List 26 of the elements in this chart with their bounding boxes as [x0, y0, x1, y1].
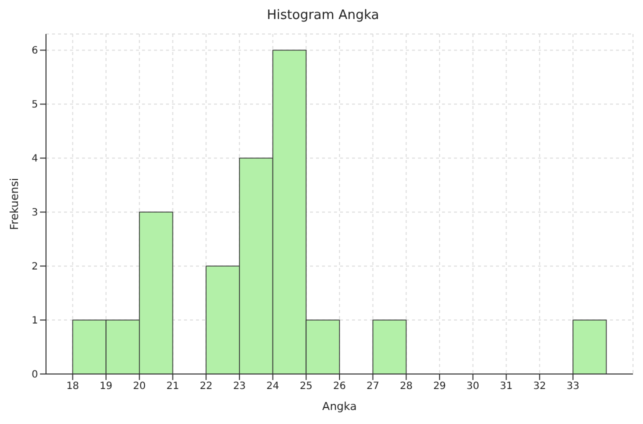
y-tick-label: 4 [32, 154, 38, 165]
y-tick-label: 0 [32, 370, 38, 381]
y-tick-label: 2 [32, 262, 38, 273]
y-axis-title: Frekuensi [8, 178, 21, 230]
x-tick-label: 24 [266, 381, 280, 392]
y-tick-label: 6 [32, 46, 38, 57]
x-tick-label: 19 [100, 381, 112, 392]
y-tick-label: 3 [32, 208, 38, 219]
x-tick-label: 25 [300, 381, 313, 392]
x-tick-label: 33 [566, 381, 580, 392]
y-tick-label: 5 [32, 100, 38, 111]
x-tick-label: 26 [333, 381, 346, 392]
x-tick-label: 28 [400, 381, 413, 392]
x-tick-label: 27 [366, 381, 380, 392]
x-tick-label: 21 [166, 381, 180, 392]
y-tick-label: 1 [32, 316, 38, 327]
x-tick-label: 18 [66, 381, 80, 392]
x-tick-label: 29 [433, 381, 446, 392]
x-axis-title: Angka [322, 400, 357, 413]
x-tick-label: 32 [533, 381, 546, 392]
x-tick-label: 31 [500, 381, 513, 392]
x-tick-label: 20 [133, 381, 146, 392]
x-tick-label: 23 [233, 381, 246, 392]
x-tick-label: 30 [466, 381, 480, 392]
chart-title: Histogram Angka [266, 8, 380, 25]
x-tick-label: 22 [200, 381, 212, 392]
